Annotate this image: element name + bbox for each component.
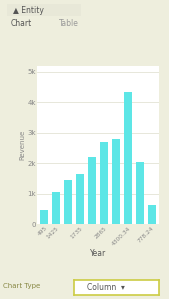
Bar bbox=[112, 139, 120, 224]
Bar bbox=[100, 142, 108, 224]
Bar bbox=[40, 210, 48, 224]
Text: Chart: Chart bbox=[10, 19, 31, 28]
Bar bbox=[76, 174, 84, 224]
Bar bbox=[88, 157, 96, 224]
Bar bbox=[148, 205, 156, 224]
Text: Chart Type: Chart Type bbox=[3, 283, 41, 289]
Bar bbox=[64, 180, 72, 224]
Text: Column  ▾: Column ▾ bbox=[87, 283, 125, 292]
Bar bbox=[52, 192, 60, 224]
Bar bbox=[124, 92, 132, 224]
Y-axis label: Revenue: Revenue bbox=[20, 130, 26, 160]
X-axis label: Year: Year bbox=[90, 249, 106, 258]
Bar bbox=[136, 162, 144, 224]
Text: Table: Table bbox=[59, 19, 79, 28]
Text: ▲ Entity: ▲ Entity bbox=[13, 6, 44, 15]
